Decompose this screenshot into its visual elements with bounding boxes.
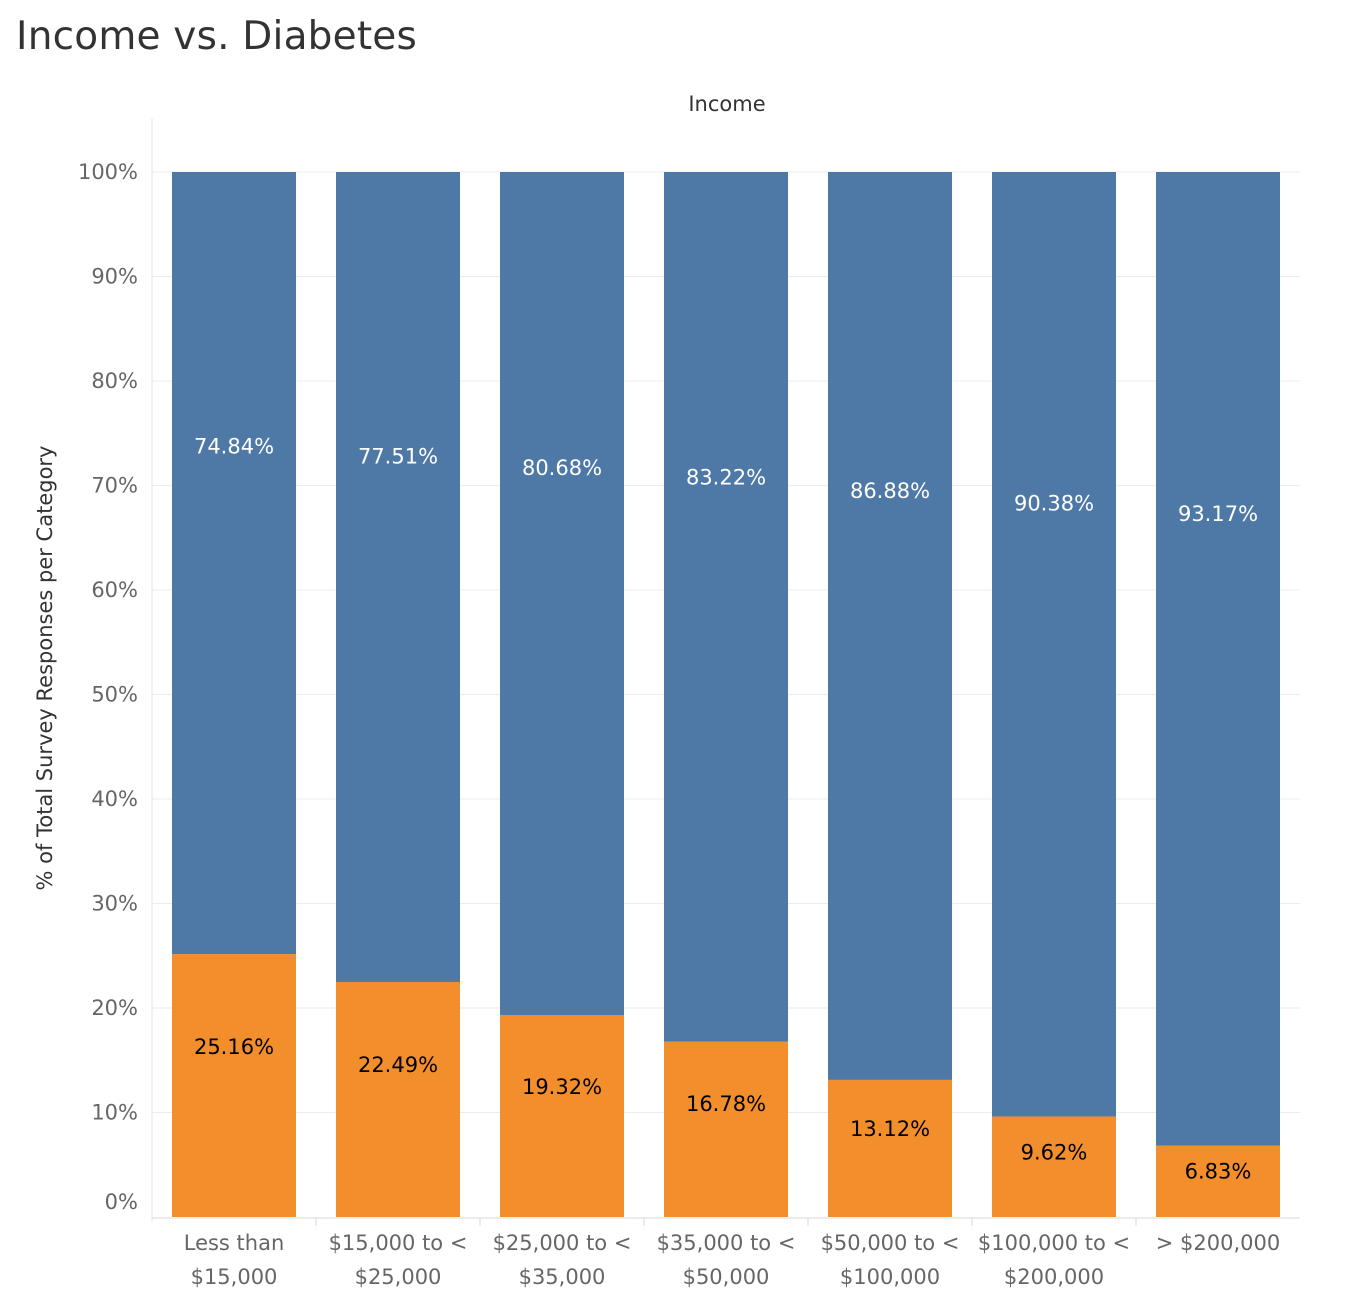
data-label: 19.32%	[522, 1075, 602, 1099]
bar-segment	[1156, 1145, 1280, 1217]
y-tick-label: 0%	[105, 1190, 138, 1214]
y-tick-label: 100%	[78, 160, 138, 184]
data-label: 25.16%	[194, 1035, 274, 1059]
data-label: 93.17%	[1178, 502, 1258, 526]
y-tick-label: 20%	[91, 996, 138, 1020]
bar-segment	[172, 172, 296, 955]
x-category-label: $15,000	[191, 1265, 278, 1289]
x-category-label: $100,000 to <	[978, 1231, 1130, 1255]
bar-segment	[828, 172, 952, 1080]
x-category-label: $35,000	[519, 1265, 606, 1289]
bar-segment	[664, 1041, 788, 1217]
x-category-label: $35,000 to <	[657, 1231, 796, 1255]
data-label: 80.68%	[522, 456, 602, 480]
y-axis-title: % of Total Survey Responses per Category	[33, 446, 57, 891]
data-label: 86.88%	[850, 479, 930, 503]
y-axis-ticks: 0% 10% 20% 30% 40% 50% 60% 70% 80% 90% 100%	[78, 160, 138, 1214]
x-category-label: $50,000 to <	[821, 1231, 960, 1255]
x-category-label: $50,000	[683, 1265, 770, 1289]
data-label: 16.78%	[686, 1092, 766, 1116]
x-category-label: $25,000 to <	[493, 1231, 632, 1255]
y-tick-label: 60%	[91, 578, 138, 602]
x-axis-categories: Less than $15,000 $15,000 to < $25,000 $25,0…	[184, 1231, 1281, 1289]
data-label: 90.38%	[1014, 492, 1094, 516]
y-tick-label: 10%	[91, 1101, 138, 1125]
bar-segment	[992, 172, 1116, 1117]
data-labels: 25.16% 74.84% 22.49% 77.51% 19.32% 80.68% 16.7…	[194, 435, 1258, 1184]
bar-segment	[828, 1079, 952, 1217]
y-tick-label: 40%	[91, 787, 138, 811]
y-tick-label: 70%	[91, 474, 138, 498]
x-category-label: $25,000	[355, 1265, 442, 1289]
bar-segment	[336, 172, 460, 982]
data-label: 77.51%	[358, 444, 438, 468]
bar-segment	[172, 954, 296, 1217]
y-tick-label: 30%	[91, 892, 138, 916]
x-category-label: $200,000	[1004, 1265, 1104, 1289]
bar-segment	[992, 1116, 1116, 1217]
column-header: Income	[688, 92, 765, 116]
bars	[172, 172, 1280, 1217]
y-tick-label: 50%	[91, 683, 138, 707]
chart-title: Income vs. Diabetes	[16, 14, 418, 59]
data-label: 22.49%	[358, 1053, 438, 1077]
bar-segment	[664, 172, 788, 1042]
x-category-label: $100,000	[840, 1265, 940, 1289]
data-label: 83.22%	[686, 465, 766, 489]
x-category-label: Less than	[184, 1231, 285, 1255]
x-category-label: $15,000 to <	[329, 1231, 468, 1255]
bar-segment	[1156, 172, 1280, 1146]
data-label: 74.84%	[194, 435, 274, 459]
data-label: 9.62%	[1021, 1141, 1088, 1165]
y-tick-label: 90%	[91, 265, 138, 289]
y-tick-label: 80%	[91, 369, 138, 393]
data-label: 13.12%	[850, 1117, 930, 1141]
bar-segment	[500, 1015, 624, 1217]
data-label: 6.83%	[1185, 1160, 1252, 1184]
x-category-label: > $200,000	[1156, 1231, 1280, 1255]
bar-segment	[500, 172, 624, 1016]
bar-segment	[336, 981, 460, 1217]
